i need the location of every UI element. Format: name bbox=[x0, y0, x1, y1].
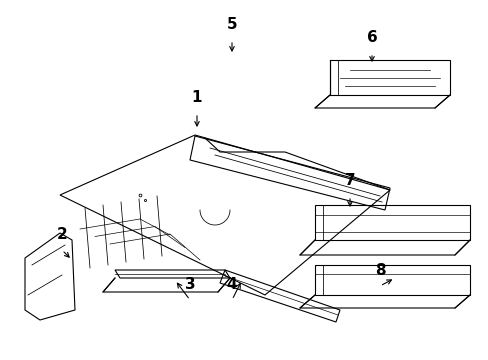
Text: 6: 6 bbox=[366, 30, 377, 45]
Text: 8: 8 bbox=[374, 263, 385, 278]
Text: 4: 4 bbox=[226, 277, 237, 292]
Text: 3: 3 bbox=[184, 277, 195, 292]
Text: 2: 2 bbox=[57, 227, 67, 242]
Text: 1: 1 bbox=[191, 90, 202, 105]
Text: 7: 7 bbox=[344, 173, 355, 188]
Text: 5: 5 bbox=[226, 17, 237, 32]
